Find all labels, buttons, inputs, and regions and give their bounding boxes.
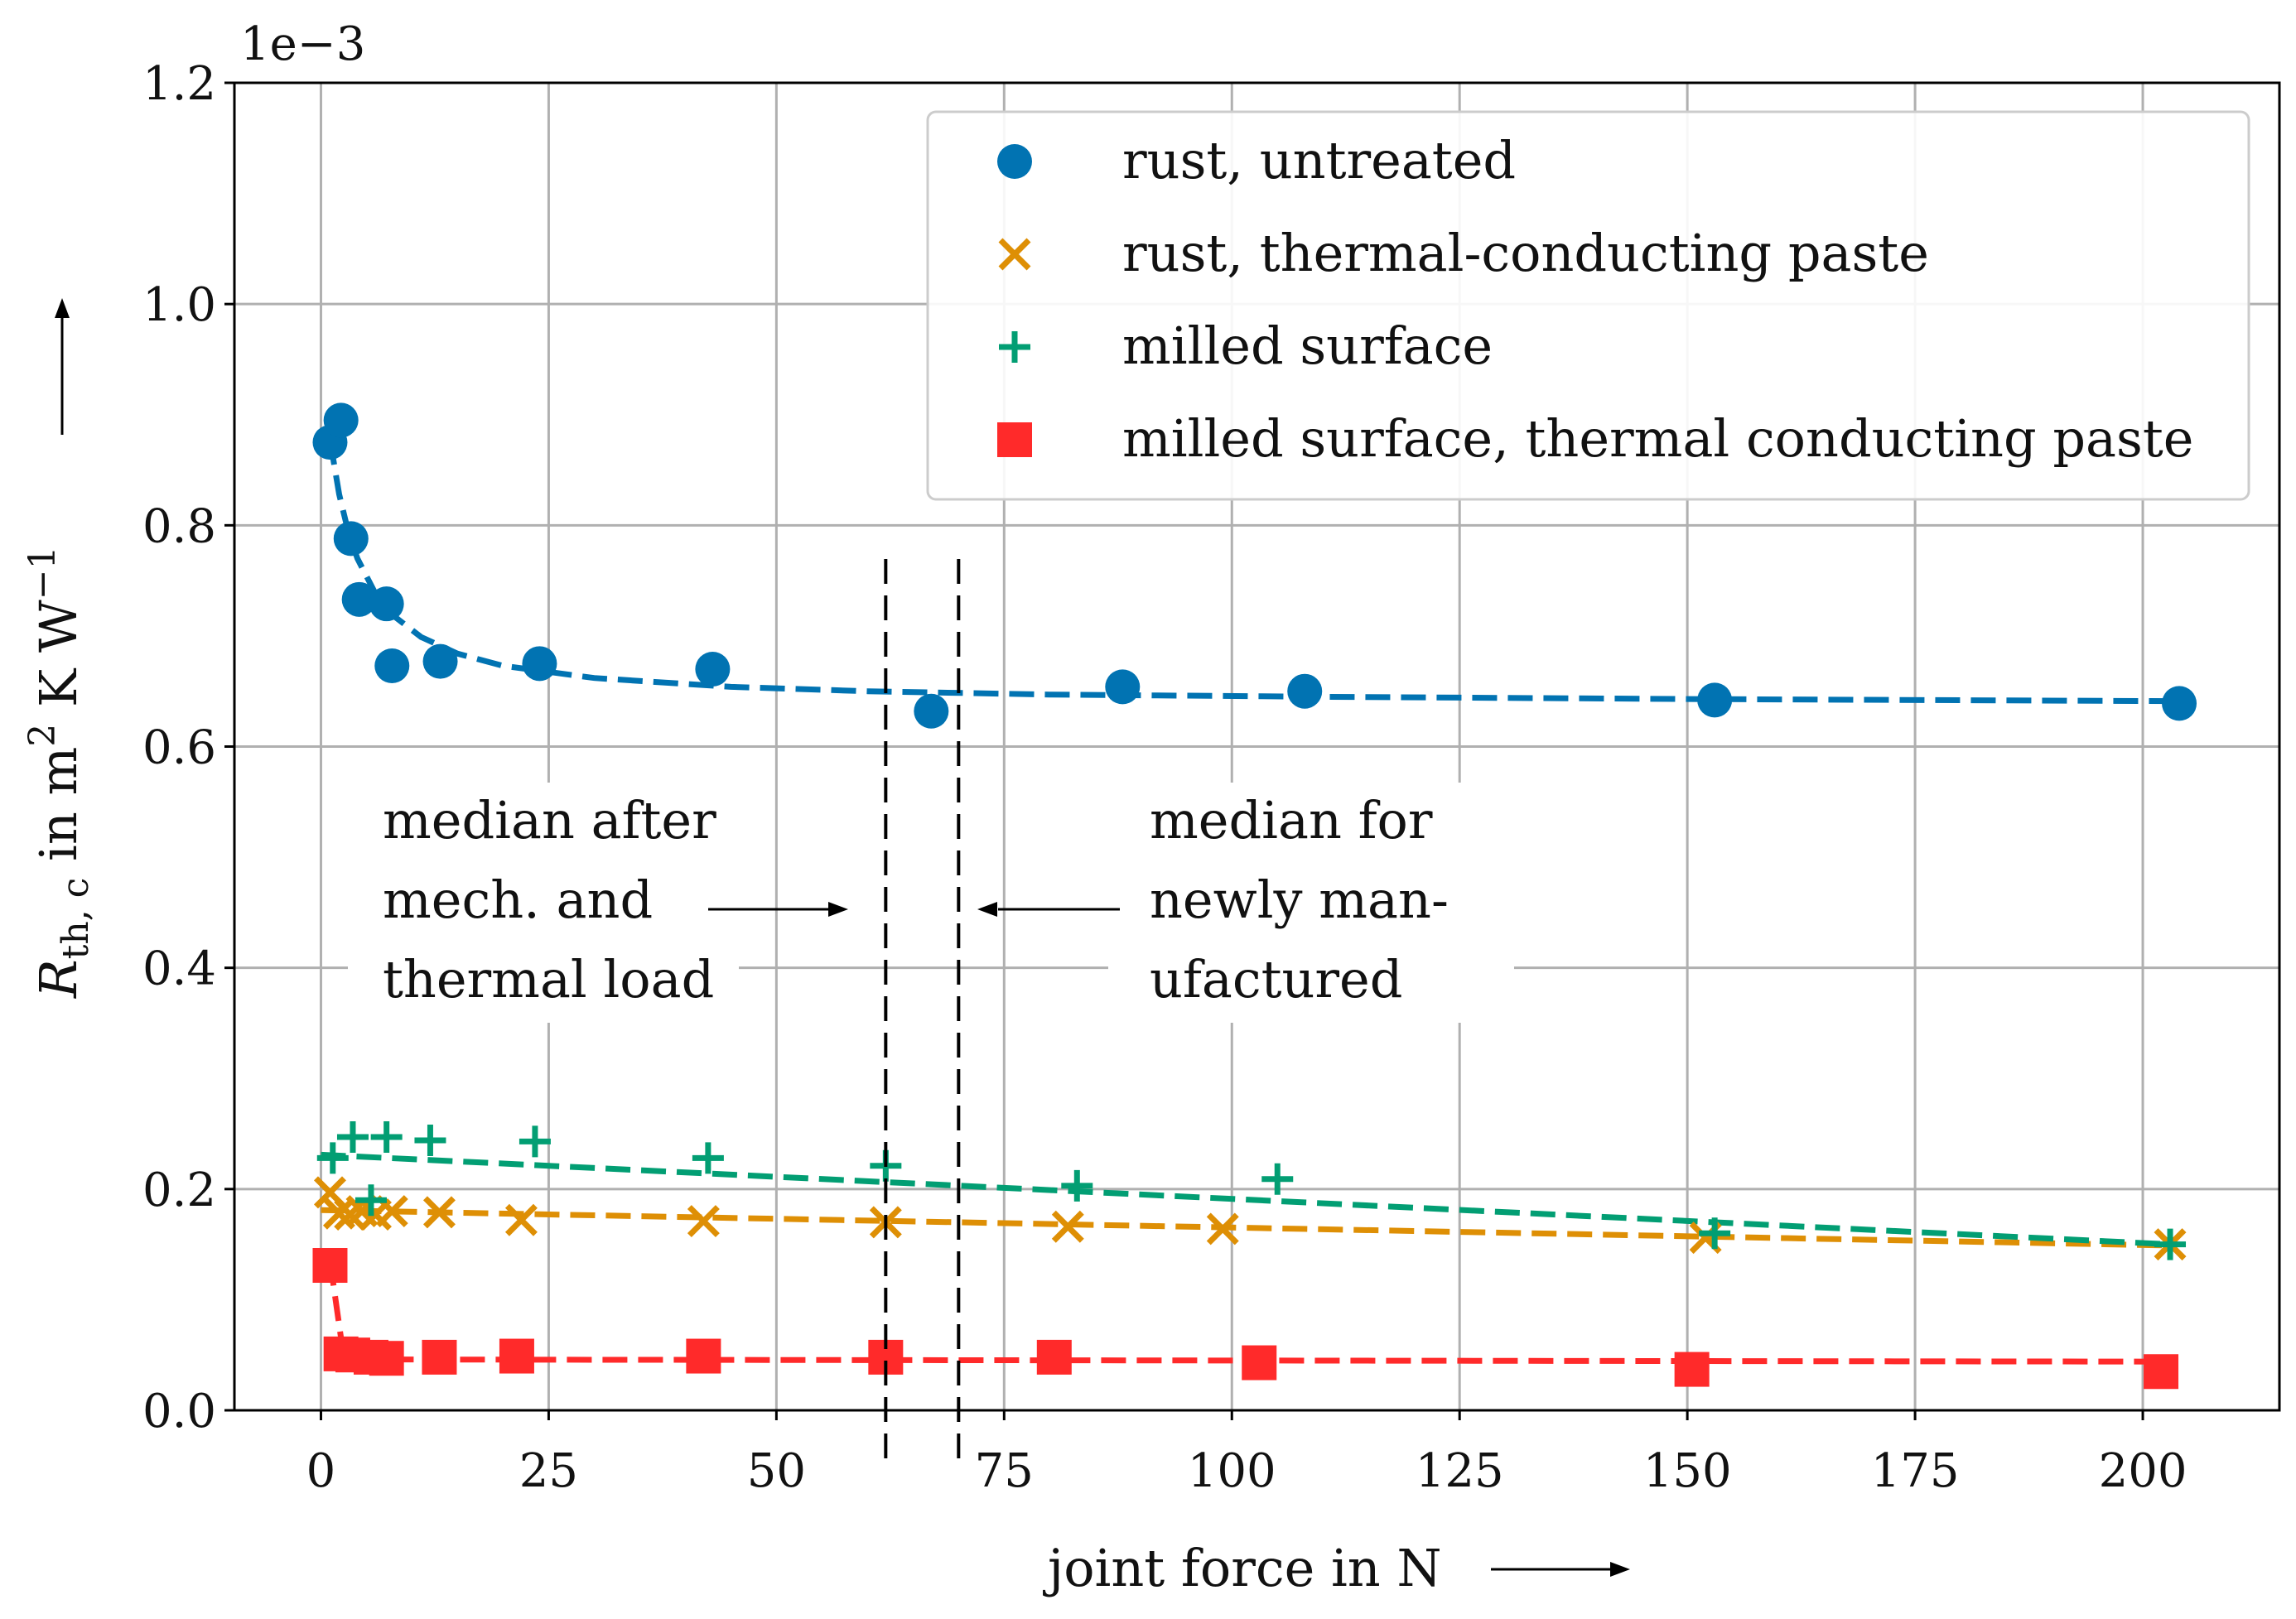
data-point-series-1	[422, 643, 458, 679]
annotation-left-line: thermal load	[383, 949, 714, 1009]
y-axis-label-part: 2	[22, 724, 64, 747]
legend-label-series-4: milled surface, thermal conducting paste	[1122, 408, 2193, 469]
fit-line-series-3	[321, 1151, 2171, 1248]
data-point-series-1	[1697, 682, 1733, 718]
y-axis-label-part: K W	[28, 600, 89, 724]
data-point-series-1	[333, 521, 369, 557]
data-point-series-1	[522, 646, 557, 682]
data-point-series-1	[341, 581, 377, 617]
data-point-series-2	[504, 1203, 538, 1236]
annotation-left-line: mech. and	[383, 870, 653, 930]
data-point-series-1	[374, 648, 410, 683]
x-tick-label: 150	[1643, 1444, 1732, 1498]
y-tick-label: 0.0	[142, 1385, 216, 1438]
y-tick-label: 0.8	[142, 499, 216, 553]
data-point-series-4	[312, 1248, 348, 1284]
fit-line-series-2	[321, 1207, 2171, 1249]
data-point-series-1	[369, 586, 404, 622]
data-point-series-1	[1287, 673, 1323, 709]
data-point-series-1	[695, 651, 731, 687]
legend-label-series-1: rust, untreated	[1122, 130, 1516, 190]
data-point-series-2	[687, 1205, 720, 1238]
x-tick-label: 25	[519, 1444, 578, 1498]
data-point-series-4	[1242, 1345, 1277, 1380]
legend-marker-series-3	[999, 331, 1030, 363]
annotation-right-line: newly man-	[1150, 870, 1449, 930]
x-tick-label: 50	[747, 1444, 806, 1498]
data-point-series-1	[323, 402, 359, 438]
y-axis-label-part: th, c	[55, 878, 97, 960]
annotation-right-line: ufactured	[1150, 949, 1402, 1009]
x-tick-label: 175	[1871, 1444, 1960, 1498]
y-axis-label-part: in m	[28, 747, 89, 878]
x-tick-label: 0	[306, 1444, 336, 1498]
legend-marker-series-4	[997, 422, 1032, 457]
data-point-series-4	[1036, 1339, 1072, 1375]
x-axis-arrow-head	[1610, 1562, 1630, 1577]
annotation-right-arrow-head	[977, 902, 997, 917]
legend-marker-series-1	[997, 144, 1032, 179]
data-point-series-2	[422, 1196, 456, 1229]
y-axis-label: Rth, c in m2 K W−1	[22, 546, 97, 999]
data-point-series-2	[1206, 1212, 1239, 1246]
y-tick-label: 1.2	[142, 57, 216, 111]
legend-box	[926, 110, 2250, 501]
annotation-right-line: median for	[1150, 790, 1433, 850]
data-point-series-1	[1105, 669, 1141, 705]
annotation-left-line: median after	[383, 790, 716, 850]
data-point-series-4	[686, 1338, 721, 1374]
data-point-series-3	[336, 1121, 369, 1154]
data-point-series-3	[316, 1142, 349, 1174]
legend-label-series-2: rust, thermal-conducting paste	[1122, 223, 1929, 283]
annotation-left-arrow-head	[828, 902, 848, 917]
annotation-left-box	[348, 783, 739, 1023]
data-point-series-3	[1061, 1169, 1093, 1202]
data-point-series-3	[519, 1125, 551, 1158]
data-point-series-4	[369, 1341, 404, 1376]
legend-marker-series-2	[998, 238, 1031, 271]
data-point-series-3	[1261, 1163, 1294, 1195]
data-point-series-2	[1051, 1210, 1084, 1243]
offset-label: 1e−3	[240, 17, 365, 71]
y-tick-label: 0.6	[142, 721, 216, 775]
data-point-series-4	[1674, 1352, 1710, 1387]
x-tick-label: 125	[1416, 1444, 1504, 1498]
data-point-series-4	[422, 1339, 457, 1375]
data-point-series-3	[355, 1184, 387, 1217]
x-tick-label: 75	[975, 1444, 1034, 1498]
data-point-series-3	[370, 1121, 403, 1154]
x-tick-label: 100	[1188, 1444, 1276, 1498]
data-point-series-3	[692, 1142, 724, 1174]
data-point-series-1	[914, 693, 949, 729]
data-point-series-4	[499, 1338, 534, 1374]
y-tick-label: 1.0	[142, 278, 216, 332]
data-point-series-3	[414, 1125, 446, 1157]
x-tick-label: 200	[2099, 1444, 2187, 1498]
y-axis-label-part: −1	[22, 546, 64, 600]
y-axis-arrow-head	[55, 298, 70, 318]
legend-label-series-3: milled surface	[1122, 316, 1493, 376]
x-axis-label: joint force in N	[1043, 1538, 1442, 1598]
data-point-series-1	[2162, 686, 2197, 721]
data-point-series-3	[2154, 1228, 2187, 1260]
data-point-series-3	[1699, 1217, 1731, 1250]
y-axis-label-part: R	[28, 959, 89, 999]
annotation-right-box	[1108, 783, 1514, 1023]
y-tick-label: 0.4	[142, 942, 216, 996]
y-tick-label: 0.2	[142, 1164, 216, 1217]
data-point-series-4	[2144, 1354, 2179, 1390]
